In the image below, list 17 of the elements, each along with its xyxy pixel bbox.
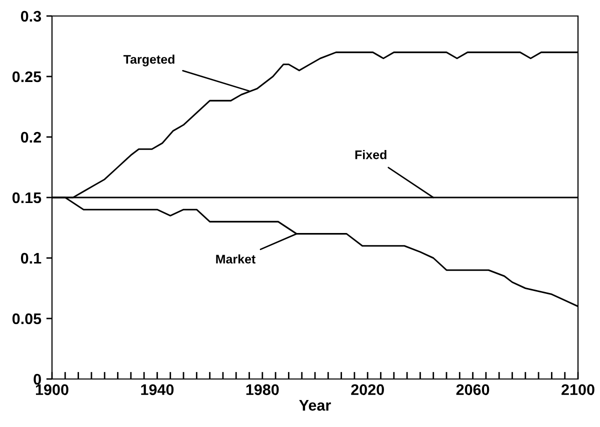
y-tick-label: 0.25 [12,71,42,82]
annotation: Targeted [123,54,174,66]
x-tick-label: 1900 [36,384,68,396]
x-axis-title: Year [299,400,331,411]
y-tick-label: 0.1 [20,252,42,264]
y-tick-label: 0.05 [12,313,42,324]
y-tick-label: 0.15 [12,192,42,204]
x-tick-label: 1940 [141,384,174,396]
y-tick-label: 0.2 [20,132,41,143]
annotation: Market [216,254,256,264]
x-tick-label: 1980 [246,384,279,396]
x-tick-label: 2020 [351,384,384,396]
x-tick-label: 2060 [456,384,490,396]
x-tick-label: 2100 [562,384,594,396]
y-tick-label: 0 [34,374,41,385]
annotation: Fixed [355,150,386,160]
y-tick-label: 0.3 [20,10,42,22]
